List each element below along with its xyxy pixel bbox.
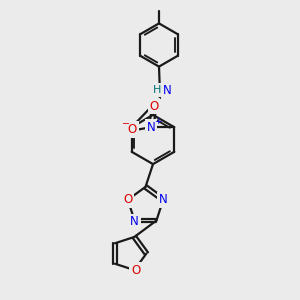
Text: O: O [128, 123, 137, 136]
Text: H: H [152, 85, 161, 95]
Text: N: N [130, 215, 139, 228]
Text: N: N [159, 193, 168, 206]
Text: O: O [131, 263, 140, 277]
Text: O: O [149, 100, 158, 113]
Text: N: N [146, 121, 155, 134]
Text: N: N [163, 83, 172, 97]
Text: −: − [122, 118, 130, 129]
Text: O: O [123, 193, 132, 206]
Text: +: + [154, 117, 161, 126]
